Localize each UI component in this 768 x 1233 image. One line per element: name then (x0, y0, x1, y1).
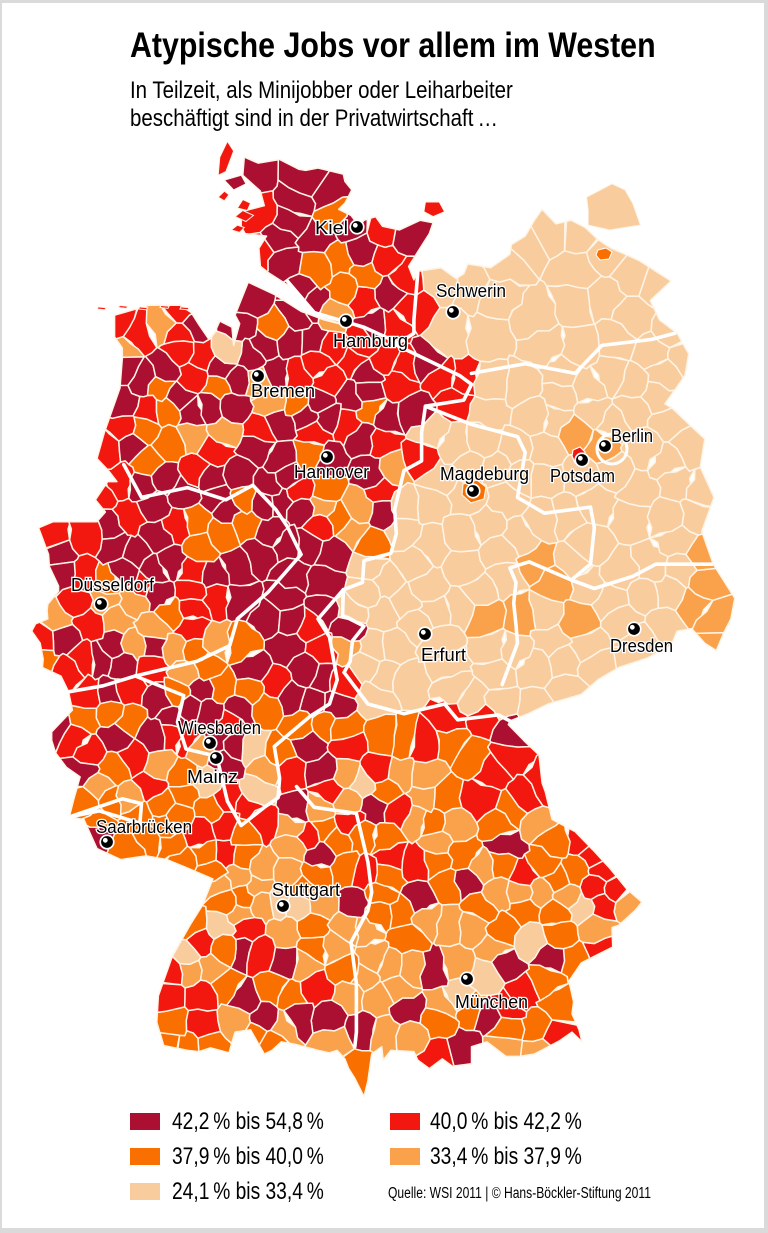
svg-text:Bremen: Bremen (251, 380, 315, 401)
svg-text:Hamburg: Hamburg (333, 330, 408, 351)
svg-text:Düsseldorf: Düsseldorf (71, 574, 155, 595)
svg-text:Hannover: Hannover (294, 461, 369, 482)
svg-text:Saarbrücken: Saarbrücken (96, 816, 192, 837)
svg-text:Stuttgart: Stuttgart (272, 879, 340, 900)
svg-text:Wiesbaden: Wiesbaden (178, 717, 261, 738)
svg-text:Erfurt: Erfurt (421, 644, 466, 665)
svg-text:Dresden: Dresden (610, 635, 673, 656)
svg-text:Berlin: Berlin (611, 425, 653, 446)
svg-text:München: München (455, 991, 528, 1012)
svg-text:Mainz: Mainz (187, 766, 238, 787)
svg-text:Potsdam: Potsdam (550, 465, 615, 486)
svg-text:Schwerin: Schwerin (436, 280, 506, 301)
svg-text:Kiel: Kiel (315, 217, 348, 238)
svg-text:Magdeburg: Magdeburg (440, 463, 529, 484)
